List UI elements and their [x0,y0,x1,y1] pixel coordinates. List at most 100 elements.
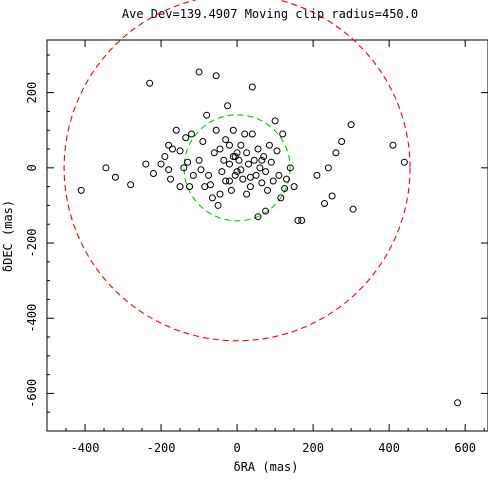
data-point [227,186,235,194]
data-point [267,158,275,166]
data-point [294,216,302,224]
plot-area: -400 -200 0 200 400 600 200 0 -200 -400 -600 [25,0,488,455]
data-point [225,141,233,149]
data-point [220,156,228,164]
data-point [201,183,209,191]
data-point [165,166,173,174]
data-point [338,138,346,146]
data-point [349,205,357,213]
data-point [275,171,283,179]
data-point [324,164,332,172]
data-point [216,190,224,198]
data-point [239,175,247,183]
axis-ticks [46,40,488,432]
data-point [157,160,165,168]
data-point [237,166,245,174]
data-point [254,145,262,153]
data-point [111,173,119,181]
data-point [290,183,298,191]
data-point [243,149,251,157]
data-point [199,138,207,146]
data-point [77,186,85,194]
data-point [225,177,233,185]
data-point [102,164,110,172]
data-point [197,166,205,174]
x-tick-label: 0 [233,441,240,455]
data-point [222,136,230,144]
y-tick-label: -600 [25,379,39,408]
x-tick-label: -200 [147,441,176,455]
data-point [273,147,281,155]
data-point [241,130,249,138]
data-point [233,149,241,157]
data-point [214,201,222,209]
x-tick-label: 400 [378,441,400,455]
plot-frame [46,39,488,432]
data-point [167,175,175,183]
data-point [212,72,220,80]
data-point [205,171,213,179]
data-point [216,145,224,153]
data-point [250,156,258,164]
data-point [269,177,277,185]
ave-dev-circle [183,114,291,222]
data-point [168,145,176,153]
clip-circles [63,0,411,342]
y-tick-label: 200 [25,82,39,104]
y-tick-label: 0 [25,164,39,171]
data-point [237,141,245,149]
x-tick-label: 200 [302,441,324,455]
data-point [279,130,287,138]
x-tick-label: 600 [454,441,476,455]
data-point [224,102,232,110]
data-point [246,173,254,181]
data-point [195,156,203,164]
data-point [189,171,197,179]
x-axis-label: δRA (mas) [233,460,298,474]
data-point [243,190,251,198]
data-point [246,183,254,191]
data-point [281,185,289,193]
data-point [195,68,203,76]
data-point [208,194,216,202]
chart-title: Ave Dev=139.4907 Moving clip radius=450.… [122,7,418,21]
data-point [332,149,340,157]
data-point [298,216,306,224]
y-tick-label: -400 [25,304,39,333]
data-point [165,141,173,149]
y-axis-label: δDEC (mas) [1,200,15,272]
data-point [264,186,271,194]
data-point [286,164,294,172]
data-point [146,79,154,87]
data-point [321,200,329,208]
data-point [328,192,336,200]
y-tick-label: -200 [25,229,39,258]
data-point [258,156,266,164]
data-point [277,194,285,202]
data-point [161,153,169,161]
data-point [229,126,237,134]
data-point [235,156,243,164]
data-point [229,153,237,161]
data-point [225,160,233,168]
data-point [256,164,264,172]
data-point [262,168,270,176]
data-point [233,168,241,176]
data-point [176,183,184,191]
data-point [454,399,462,407]
data-point [313,171,321,179]
data-point [206,181,214,189]
data-point [244,160,252,168]
data-point [260,153,268,161]
data-point [248,83,256,91]
data-point [127,181,135,189]
data-point [248,130,256,138]
data-point [184,158,192,166]
data-point [252,171,260,179]
data-point [180,164,188,172]
data-point [258,179,266,187]
data-point [265,141,273,149]
data-point [186,183,194,191]
data-point [176,147,184,155]
